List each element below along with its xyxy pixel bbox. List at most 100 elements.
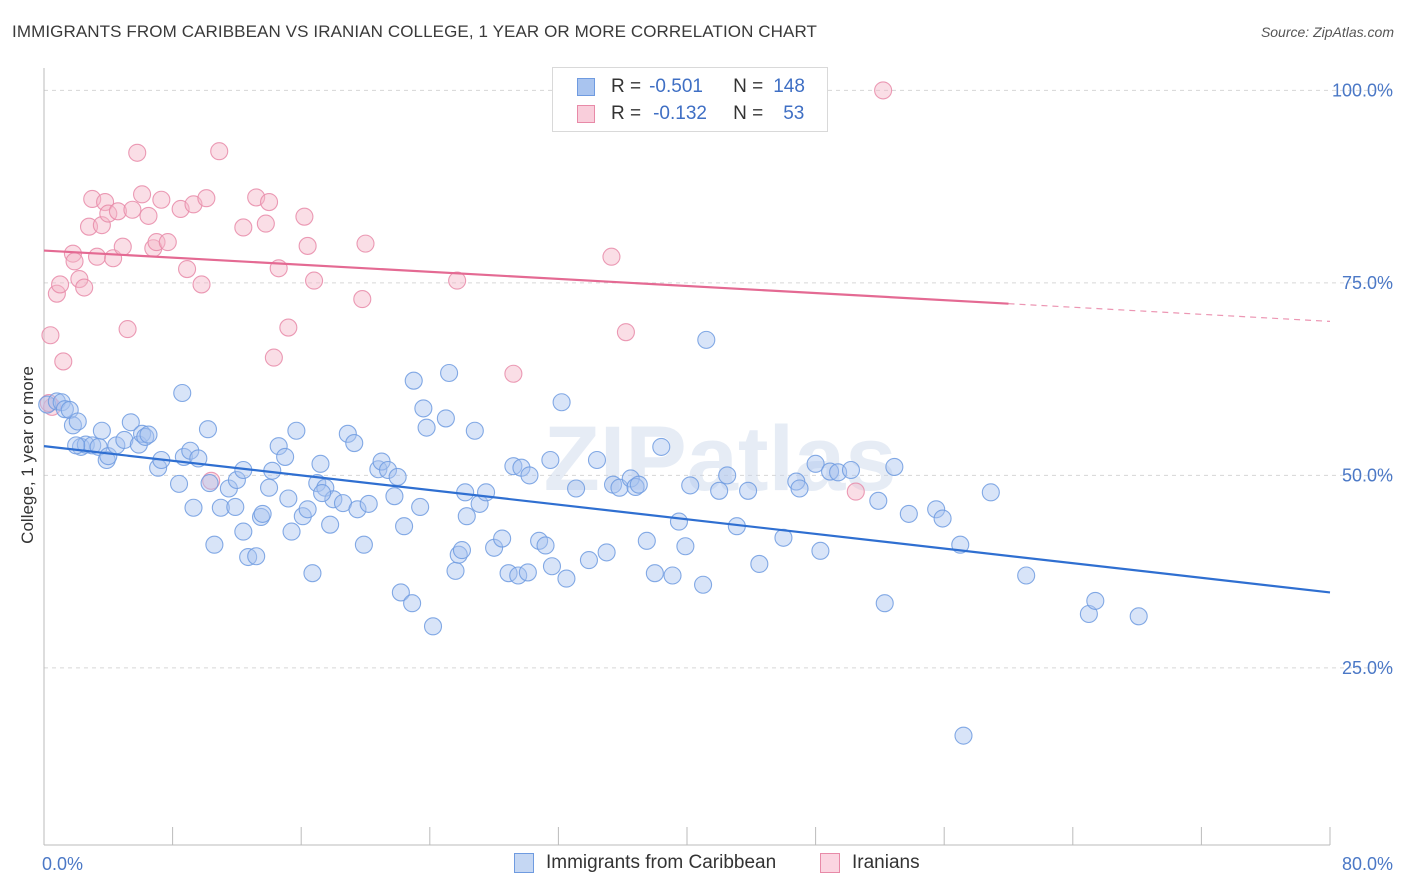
iranians-point [152,190,171,209]
legend-swatch-iranians [577,105,595,123]
caribbean-point [259,478,279,497]
iranians-point [87,247,107,266]
caribbean-point [710,481,729,500]
caribbean-point [253,504,272,523]
caribbean-point [669,512,689,531]
caribbean-point [477,483,496,502]
axes [43,68,1331,846]
caribbean-point [542,557,562,576]
legend-r-value: -0.132 [653,103,707,124]
correlation-legend: R = -0.501 N = 148 R = -0.132 N = 53 [552,67,828,132]
legend-row-iranians: R = -0.132 N = 53 [577,102,804,126]
caribbean-point [298,500,317,519]
caribbean-point [303,564,322,583]
caribbean-point [694,575,713,594]
caribbean-point [1129,607,1148,626]
source-label: Source: ZipAtlas.com [1260,24,1394,40]
caribbean-trend-line [43,445,1331,594]
caribbean-point [205,535,224,554]
legend-r-value: -0.501 [649,76,703,97]
caribbean-point [414,399,433,418]
caribbean-point [121,413,140,432]
caribbean-point [279,489,298,508]
caribbean-point [200,474,219,493]
caribbean-point [391,583,410,602]
caribbean-point [806,454,825,473]
caribbean-point [697,330,716,349]
caribbean-point [68,412,87,431]
caribbean-point [652,437,671,456]
caribbean-point [530,531,549,550]
trend-layer [43,249,1331,594]
iranians-trend-line [43,249,1009,305]
iranians-point [108,202,127,221]
legend-n-value: 148 [773,76,805,97]
caribbean-point [567,479,586,498]
caribbean-point [587,450,607,470]
x-tick-label: 80.0% [1342,854,1393,874]
bottom-legend-label-iranians: Iranians [852,852,920,873]
x-tick-label: 0.0% [42,854,83,874]
caribbean-point [403,594,422,613]
caribbean-point [927,500,946,519]
caribbean-point [92,421,111,440]
caribbean-point [933,509,952,528]
iranians-point [133,185,152,204]
caribbean-point [345,434,364,453]
caribbean-point [552,393,571,412]
caribbean-point [139,425,158,444]
caribbean-point [520,466,539,485]
caribbean-point [173,383,192,403]
caribbean-point [133,424,152,443]
series-caribbean [38,330,1148,745]
caribbean-point [1086,591,1105,610]
caribbean-point [247,547,266,566]
y-tick-label: 50.0% [1342,465,1393,485]
watermark: ZIPatlas [544,408,897,510]
iranians-trend-extension [1008,303,1331,322]
caribbean-point [115,430,134,450]
caribbean-point [676,537,695,556]
caribbean-point [663,566,682,585]
iranians-point [96,193,115,212]
caribbean-point [227,470,246,490]
iranians-point [448,271,467,290]
caribbean-point [359,494,378,513]
caribbean-point [55,400,74,419]
iranians-point [197,189,216,208]
iranians-point [65,252,84,271]
bottom-legend-caribbean: Immigrants from Caribbean [514,852,776,874]
iranians-point [874,81,893,100]
caribbean-point [645,564,664,583]
legend-r-label: R = [611,103,642,124]
caribbean-point [234,522,253,541]
iranians-point [51,275,70,294]
caribbean-point [954,726,973,745]
iranians-point [602,247,621,266]
caribbean-point [38,395,57,414]
caribbean-point [313,484,332,503]
caribbean-point [436,409,455,428]
caribbean-point [626,477,645,497]
iranians-point [234,218,253,237]
iranians-point [298,236,317,255]
bottom-legend-swatch-iranians [820,853,840,873]
caribbean-point [324,490,343,509]
caribbean-point [869,491,888,510]
caribbean-point [579,551,598,570]
caribbean-point [282,522,301,541]
caribbean-point [811,541,830,560]
iranians-point [158,233,177,252]
caribbean-point [440,363,459,383]
bottom-legend-iranians: Iranians [820,852,920,874]
legend-n-label: N = [733,103,764,124]
iranians-point [264,348,283,367]
caribbean-point [198,420,218,439]
caribbean-point [348,500,367,519]
caribbean-point [875,594,894,613]
caribbean-point [681,476,700,495]
caribbean-point [885,457,904,476]
caribbean-point [226,497,245,517]
gridlines [44,89,1395,669]
caribbean-point [518,563,537,582]
